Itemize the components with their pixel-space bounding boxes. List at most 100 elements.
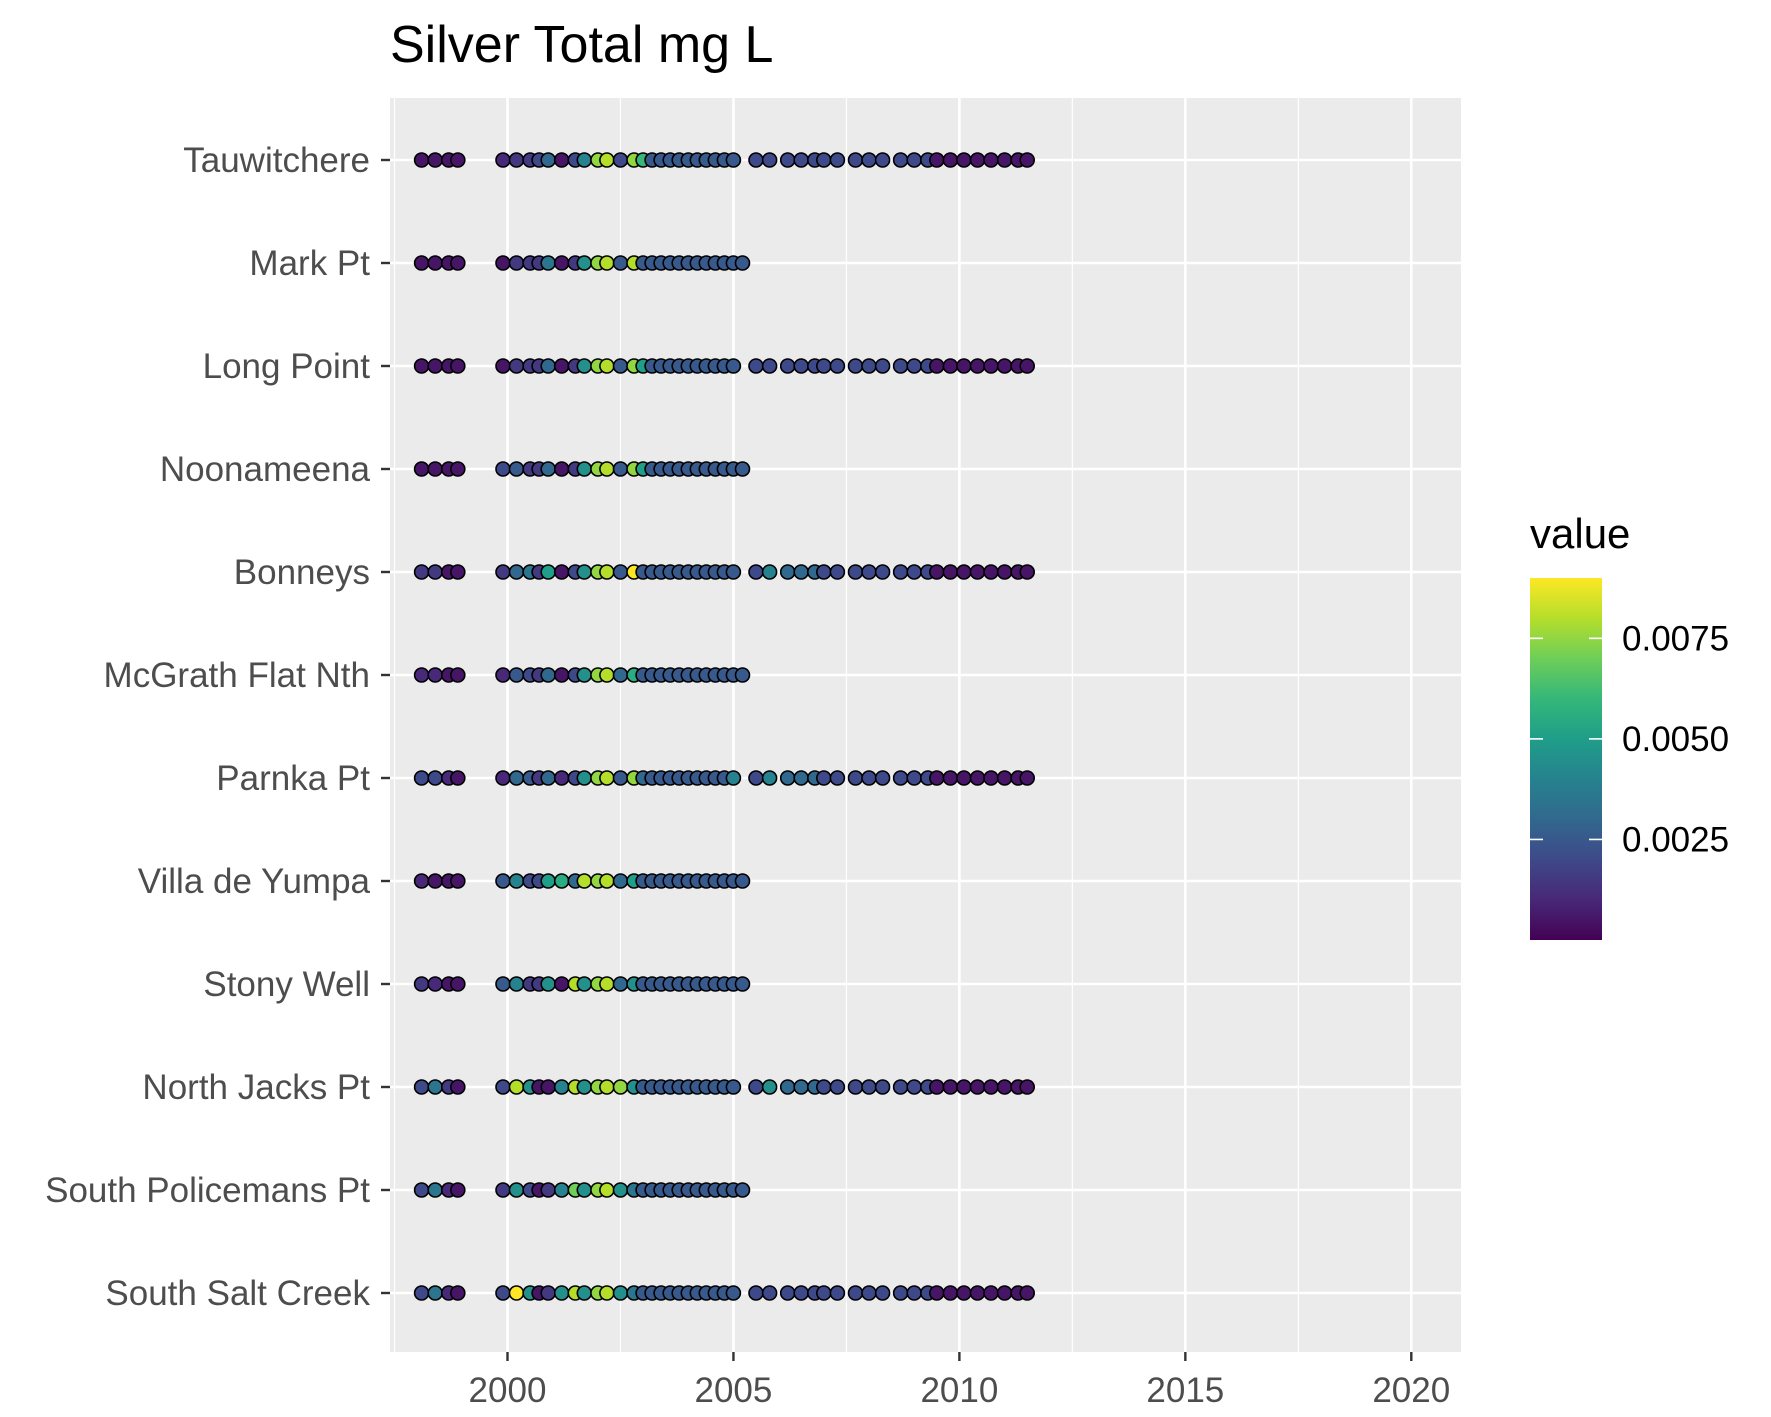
data-point bbox=[892, 152, 909, 168]
y-tick-label: Tauwitchere bbox=[183, 141, 370, 180]
x-axis: 2000 2005 2010 2015 2020 bbox=[469, 1352, 1450, 1410]
data-point bbox=[540, 358, 557, 374]
data-point bbox=[599, 358, 615, 374]
data-point bbox=[779, 152, 796, 168]
data-point bbox=[725, 1079, 742, 1095]
data-point bbox=[449, 873, 466, 889]
data-point bbox=[599, 1285, 615, 1301]
data-point bbox=[847, 770, 864, 786]
data-point bbox=[540, 461, 557, 477]
color-legend: value 0.0025 0.0050 0.0075 bbox=[1530, 510, 1729, 940]
data-point bbox=[793, 1079, 810, 1095]
data-point bbox=[413, 1182, 430, 1198]
data-point bbox=[748, 152, 764, 168]
x-tick-label: 2005 bbox=[695, 1371, 773, 1410]
y-tick-label: Villa de Yumpa bbox=[138, 862, 371, 901]
data-point bbox=[906, 152, 923, 168]
data-point bbox=[874, 770, 891, 786]
data-point bbox=[553, 976, 570, 992]
data-point bbox=[725, 564, 742, 580]
data-point bbox=[540, 667, 557, 683]
data-point bbox=[874, 1285, 891, 1301]
data-point bbox=[861, 564, 877, 580]
data-point bbox=[495, 1285, 511, 1301]
y-tick-label: Parnka Pt bbox=[216, 759, 370, 798]
data-point bbox=[983, 1285, 999, 1301]
y-tick-label: Long Point bbox=[203, 347, 371, 386]
data-point bbox=[983, 1079, 999, 1095]
data-point bbox=[874, 152, 891, 168]
data-point bbox=[847, 1079, 864, 1095]
data-point bbox=[576, 255, 593, 271]
data-point bbox=[612, 1079, 629, 1095]
data-point bbox=[576, 667, 593, 683]
data-point bbox=[576, 461, 593, 477]
data-point bbox=[983, 564, 999, 580]
data-point bbox=[996, 1079, 1013, 1095]
data-point bbox=[495, 255, 511, 271]
y-tick-label: South Policemans Pt bbox=[45, 1171, 370, 1210]
data-point bbox=[829, 1285, 846, 1301]
data-point bbox=[553, 1079, 570, 1095]
data-point bbox=[793, 358, 810, 374]
data-point bbox=[449, 255, 466, 271]
data-point bbox=[427, 1079, 444, 1095]
data-point bbox=[508, 1079, 525, 1095]
y-tick-label: Bonneys bbox=[234, 553, 370, 592]
data-point bbox=[427, 770, 444, 786]
data-point bbox=[612, 667, 629, 683]
data-point bbox=[779, 1285, 796, 1301]
data-point bbox=[612, 255, 629, 271]
data-point bbox=[553, 255, 570, 271]
data-point bbox=[815, 152, 832, 168]
data-point bbox=[779, 564, 796, 580]
data-point bbox=[427, 152, 444, 168]
y-axis: Tauwitchere Mark Pt Long Point Noonameena Bo… bbox=[45, 141, 390, 1313]
x-tick-label: 2015 bbox=[1146, 1371, 1224, 1410]
data-point bbox=[861, 1285, 877, 1301]
data-point bbox=[427, 358, 444, 374]
data-point bbox=[779, 1079, 796, 1095]
chart-title: Silver Total mg L bbox=[390, 16, 773, 74]
data-point bbox=[540, 976, 557, 992]
data-point bbox=[1019, 564, 1035, 580]
data-point bbox=[748, 358, 764, 374]
series-row bbox=[413, 873, 751, 889]
data-point bbox=[495, 770, 511, 786]
data-point bbox=[725, 358, 742, 374]
series-row bbox=[413, 358, 1035, 374]
data-point bbox=[576, 358, 593, 374]
data-point bbox=[969, 770, 986, 786]
data-point bbox=[553, 564, 570, 580]
data-point bbox=[956, 1079, 972, 1095]
data-point bbox=[495, 1079, 511, 1095]
data-point bbox=[508, 358, 525, 374]
data-point bbox=[413, 358, 430, 374]
data-point bbox=[427, 255, 444, 271]
data-point bbox=[599, 461, 615, 477]
data-point bbox=[612, 152, 629, 168]
data-point bbox=[540, 770, 557, 786]
data-point bbox=[508, 976, 525, 992]
data-point bbox=[892, 1079, 909, 1095]
series-row bbox=[413, 1079, 1035, 1095]
y-tick-label: Stony Well bbox=[203, 965, 370, 1004]
data-point bbox=[576, 976, 593, 992]
data-point bbox=[996, 770, 1013, 786]
legend-tick-label: 0.0075 bbox=[1622, 619, 1729, 658]
data-point bbox=[553, 1182, 570, 1198]
data-point bbox=[599, 667, 615, 683]
data-point bbox=[427, 564, 444, 580]
data-point bbox=[599, 1079, 615, 1095]
data-point bbox=[413, 461, 430, 477]
data-point bbox=[508, 770, 525, 786]
data-point bbox=[449, 976, 466, 992]
data-point bbox=[748, 564, 764, 580]
data-point bbox=[983, 358, 999, 374]
data-point bbox=[725, 1285, 742, 1301]
data-point bbox=[413, 1079, 430, 1095]
data-point bbox=[495, 1182, 511, 1198]
data-point bbox=[996, 152, 1013, 168]
data-point bbox=[427, 667, 444, 683]
